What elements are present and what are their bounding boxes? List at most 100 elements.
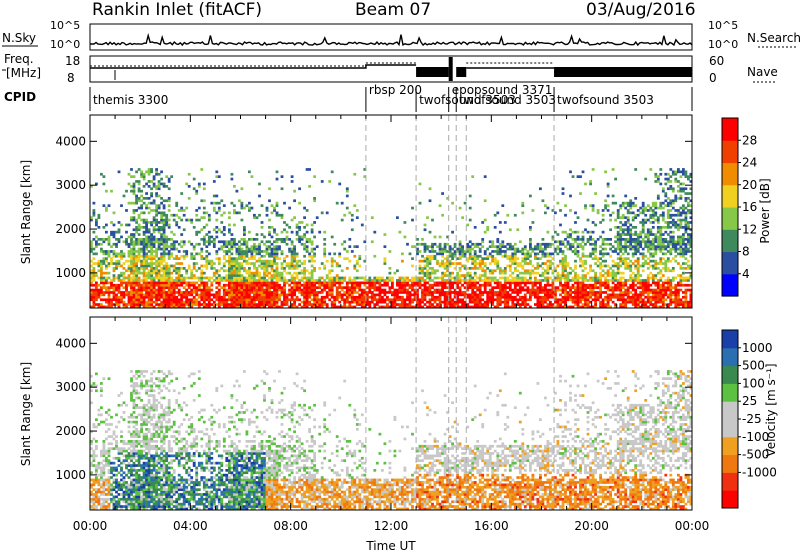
heatmap-cell xyxy=(157,211,161,215)
heatmap-cell xyxy=(220,240,224,244)
heatmap-cell xyxy=(135,194,138,198)
heatmap-cell xyxy=(275,254,279,258)
heatmap-cell xyxy=(666,233,670,236)
heatmap-cell xyxy=(240,238,244,241)
heatmap-cell xyxy=(207,298,211,302)
heatmap-cell xyxy=(187,291,191,294)
heatmap-cell xyxy=(609,228,612,232)
heatmap-cell xyxy=(273,305,276,309)
heatmap-cell xyxy=(253,250,256,253)
heatmap-cell xyxy=(511,281,515,285)
heatmap-cell xyxy=(656,286,660,289)
heatmap-cell xyxy=(235,291,239,294)
heatmap-cell xyxy=(486,247,490,251)
heatmap-cell xyxy=(255,281,259,285)
heatmap-cell xyxy=(152,216,156,219)
heatmap-cell xyxy=(586,291,590,294)
heatmap-cell xyxy=(634,303,638,306)
heatmap-cell xyxy=(644,259,648,263)
heatmap-cell xyxy=(358,293,362,297)
heatmap-cell xyxy=(328,276,332,280)
heatmap-cell xyxy=(569,209,572,212)
heatmap-cell xyxy=(438,276,442,280)
heatmap-cell xyxy=(265,283,269,287)
heatmap-cell xyxy=(217,206,221,210)
heatmap-cell xyxy=(263,274,266,277)
heatmap-cell xyxy=(398,291,402,294)
heatmap-cell xyxy=(516,274,520,277)
heatmap-cell xyxy=(197,218,201,222)
heatmap-cell xyxy=(428,267,432,270)
heatmap-cell xyxy=(458,206,462,210)
heatmap-cell xyxy=(486,303,490,306)
heatmap-cell xyxy=(433,300,437,304)
heatmap-cell xyxy=(313,175,316,178)
heatmap-cell xyxy=(661,245,665,248)
heatmap-cell xyxy=(358,283,362,287)
heatmap-cell xyxy=(483,276,487,280)
heatmap-cell xyxy=(386,281,389,285)
heatmap-cell xyxy=(238,276,241,280)
heatmap-cell xyxy=(102,286,106,289)
heatmap-cell xyxy=(651,242,655,246)
heatmap-cell xyxy=(539,187,542,191)
heatmap-cell xyxy=(486,267,490,270)
heatmap-cell xyxy=(541,254,545,258)
heatmap-cell xyxy=(92,279,96,282)
heatmap-cell xyxy=(275,240,279,244)
heatmap-cell xyxy=(162,293,166,297)
heatmap-cell xyxy=(586,293,590,297)
heatmap-cell xyxy=(629,233,633,236)
heatmap-cell xyxy=(363,240,367,244)
heatmap-cell xyxy=(539,295,542,299)
heatmap-cell xyxy=(195,262,199,265)
heatmap-cell xyxy=(463,291,467,294)
heatmap-cell xyxy=(172,279,176,282)
heatmap-cell xyxy=(398,303,402,306)
heatmap-cell xyxy=(451,283,454,287)
heatmap-cell xyxy=(155,192,158,195)
heatmap-cell xyxy=(205,223,209,227)
heatmap-cell xyxy=(666,267,670,270)
heatmap-cell xyxy=(383,300,387,304)
heatmap-cell xyxy=(508,305,512,309)
heatmap-cell xyxy=(375,286,379,289)
heatmap-cell xyxy=(448,291,452,294)
heatmap-cell xyxy=(117,305,121,309)
heatmap-cell xyxy=(160,218,163,222)
heatmap-cell xyxy=(157,281,161,285)
heatmap-cell xyxy=(112,274,116,277)
heatmap-cell xyxy=(225,283,229,287)
heatmap-cell xyxy=(639,298,643,302)
heatmap-cell xyxy=(654,233,658,236)
heatmap-cell xyxy=(142,295,146,299)
heatmap-cell xyxy=(591,286,595,289)
heatmap-cell xyxy=(616,230,620,234)
heatmap-cell xyxy=(381,300,384,304)
heatmap-cell xyxy=(92,262,96,265)
heatmap-cell xyxy=(90,288,93,292)
heatmap-cell xyxy=(594,247,597,251)
heatmap-cell xyxy=(230,177,234,181)
heatmap-cell xyxy=(245,262,249,265)
heatmap-cell xyxy=(140,262,143,265)
heatmap-cell xyxy=(581,230,585,234)
heatmap-cell xyxy=(496,305,500,309)
heatmap-cell xyxy=(561,192,565,195)
heatmap-cell xyxy=(207,262,211,265)
heatmap-cell xyxy=(666,276,670,280)
heatmap-cell xyxy=(270,226,274,229)
heatmap-cell xyxy=(559,242,562,246)
heatmap-cell xyxy=(105,291,108,294)
heatmap-cell xyxy=(132,245,136,248)
heatmap-cell xyxy=(263,262,266,265)
heatmap-cell xyxy=(222,305,226,309)
heatmap-cell xyxy=(594,298,597,302)
heatmap-cell xyxy=(155,269,158,273)
heatmap-cell xyxy=(240,291,244,294)
heatmap-cell xyxy=(569,279,572,282)
heatmap-cell xyxy=(238,262,241,265)
heatmap-cell xyxy=(323,303,327,306)
heatmap-cell xyxy=(283,298,286,302)
